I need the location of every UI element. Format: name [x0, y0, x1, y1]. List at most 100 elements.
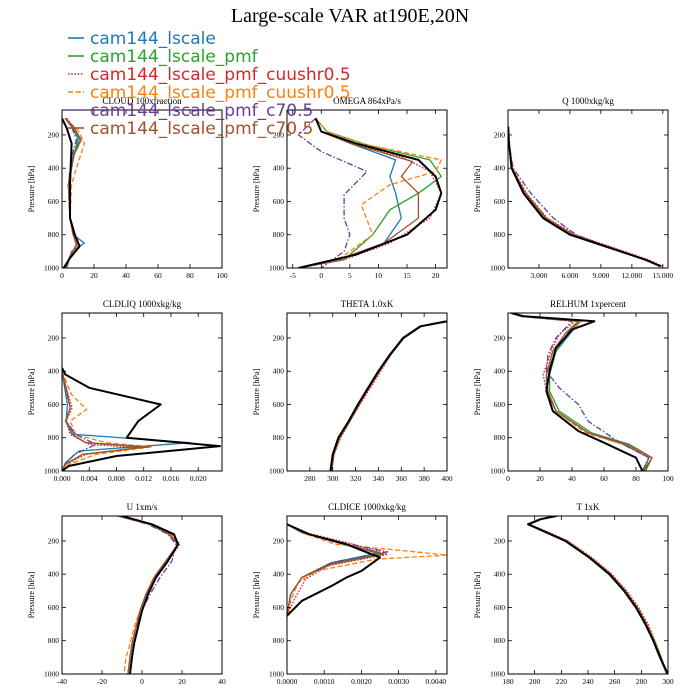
- y-tick-label: 200: [273, 130, 285, 139]
- x-tick-label: 15: [403, 271, 411, 280]
- x-tick-label: 3.000: [531, 271, 548, 280]
- y-axis-label: Pressure [hPa]: [252, 571, 261, 618]
- x-tick-label: 60: [600, 474, 608, 483]
- series-line-7: [508, 126, 662, 268]
- plot-frame: [507, 515, 669, 675]
- x-tick-label: 40: [218, 677, 226, 686]
- y-tick-label: 1000: [44, 670, 59, 679]
- series-line-2: [508, 126, 662, 267]
- legend-label: cam144_lscale: [90, 29, 216, 49]
- x-tick-label: 15.000: [653, 271, 674, 280]
- panel-title: RELHUM 1xpercent: [550, 299, 626, 309]
- y-axis-label: Pressure [hPa]: [252, 368, 261, 415]
- series-line-4: [528, 516, 668, 674]
- x-tick-label: -40: [57, 677, 67, 686]
- series-line-6: [528, 516, 668, 674]
- y-tick-label: 600: [494, 603, 506, 612]
- panel-6-series: [510, 313, 653, 471]
- x-tick-label: 20: [432, 271, 440, 280]
- series-line-6: [330, 320, 445, 471]
- series-line-6: [510, 313, 653, 471]
- panel-title: Q 1000xkg/kg: [562, 96, 614, 106]
- y-tick-label: 200: [494, 333, 506, 342]
- series-line-4: [298, 117, 442, 268]
- series-line-7: [121, 516, 179, 674]
- x-tick-label: 80: [186, 271, 194, 280]
- series-line-7: [510, 313, 644, 471]
- x-tick-label: 0: [140, 677, 144, 686]
- panel-1-series: [62, 117, 86, 268]
- x-tick-label: 0.004: [81, 474, 98, 483]
- y-axis-label: Pressure [hPa]: [27, 368, 36, 415]
- plot-frame: [286, 515, 448, 675]
- x-tick-label: 300: [662, 677, 674, 686]
- x-tick-label: 240: [582, 677, 594, 686]
- y-tick-label: 400: [273, 164, 285, 173]
- x-tick-label: 60: [154, 271, 162, 280]
- y-tick-label: 200: [273, 333, 285, 342]
- series-line-7: [62, 117, 81, 268]
- series-line-1: [330, 320, 445, 471]
- x-tick-label: 280: [304, 474, 316, 483]
- plot-frame: [61, 312, 223, 472]
- x-tick-label: 6.000: [561, 271, 578, 280]
- series-line-2: [62, 371, 146, 471]
- x-tick-label: 20: [90, 271, 98, 280]
- series-line-7: [329, 320, 447, 471]
- x-tick-label: 0.0010: [314, 677, 335, 686]
- x-tick-label: 0: [319, 271, 323, 280]
- panel-title: CLDICE 1000xkg/kg: [328, 502, 406, 512]
- panel-8-series: [287, 523, 447, 617]
- x-tick-label: 200: [529, 677, 541, 686]
- series-line-5: [330, 320, 445, 471]
- x-tick-label: 340: [373, 474, 385, 483]
- y-tick-label: 200: [494, 130, 506, 139]
- x-tick-label: 20: [178, 677, 186, 686]
- x-tick-label: 300: [327, 474, 339, 483]
- x-tick-label: 0.012: [135, 474, 152, 483]
- panel-title: THETA 1.0xK: [341, 299, 394, 309]
- x-tick-label: 360: [396, 474, 408, 483]
- x-tick-label: 220: [556, 677, 568, 686]
- y-tick-label: 400: [494, 164, 506, 173]
- y-tick-label: 1000: [269, 264, 284, 273]
- series-line-1: [508, 126, 662, 267]
- x-tick-label: 320: [350, 474, 362, 483]
- panel-title: CLDLIQ 1000xkg/kg: [103, 299, 182, 309]
- legend-label: cam144_lscale_pmf: [90, 47, 259, 67]
- panel-5-series: [329, 320, 447, 471]
- y-tick-label: 800: [48, 433, 60, 442]
- x-tick-label: 100: [662, 474, 674, 483]
- series-line-7: [298, 117, 443, 268]
- x-tick-label: 280: [636, 677, 648, 686]
- panel-title: CLOUD 100xfraction: [102, 96, 182, 106]
- y-axis-label: Pressure [hPa]: [473, 165, 482, 212]
- series-line-3: [298, 118, 442, 268]
- x-tick-label: 0.0040: [426, 677, 447, 686]
- series-line-6: [508, 126, 662, 267]
- legend-label: cam144_lscale_pmf_cuushr0.5: [90, 83, 351, 103]
- panel-8: 0.0000 0.0010 0.0020 0.0030 0.0040 200 400 600 8…: [252, 502, 448, 686]
- y-tick-label: 800: [494, 433, 506, 442]
- panel-3: 3.000 6.000 9.000 12.000 15.000 200 400 600 800 1…: [473, 96, 673, 280]
- y-tick-label: 400: [48, 164, 60, 173]
- series-line-5: [510, 313, 650, 471]
- series-line-4: [330, 320, 445, 471]
- y-tick-label: 800: [273, 230, 285, 239]
- panel-9-series: [527, 516, 668, 674]
- y-tick-label: 200: [273, 536, 285, 545]
- y-tick-label: 1000: [269, 467, 284, 476]
- panel-3-series: [508, 126, 664, 268]
- x-tick-label: 20: [536, 474, 544, 483]
- series-line-3: [287, 523, 389, 617]
- x-tick-label: 40: [122, 271, 130, 280]
- panel-2-series: [297, 117, 443, 268]
- series-line-5: [287, 523, 389, 616]
- plot-frame: [507, 109, 669, 269]
- x-tick-label: 180: [502, 677, 514, 686]
- y-tick-label: 1000: [490, 264, 505, 273]
- panel-title: U 1xm/s: [127, 502, 158, 512]
- series-line-6: [117, 516, 179, 674]
